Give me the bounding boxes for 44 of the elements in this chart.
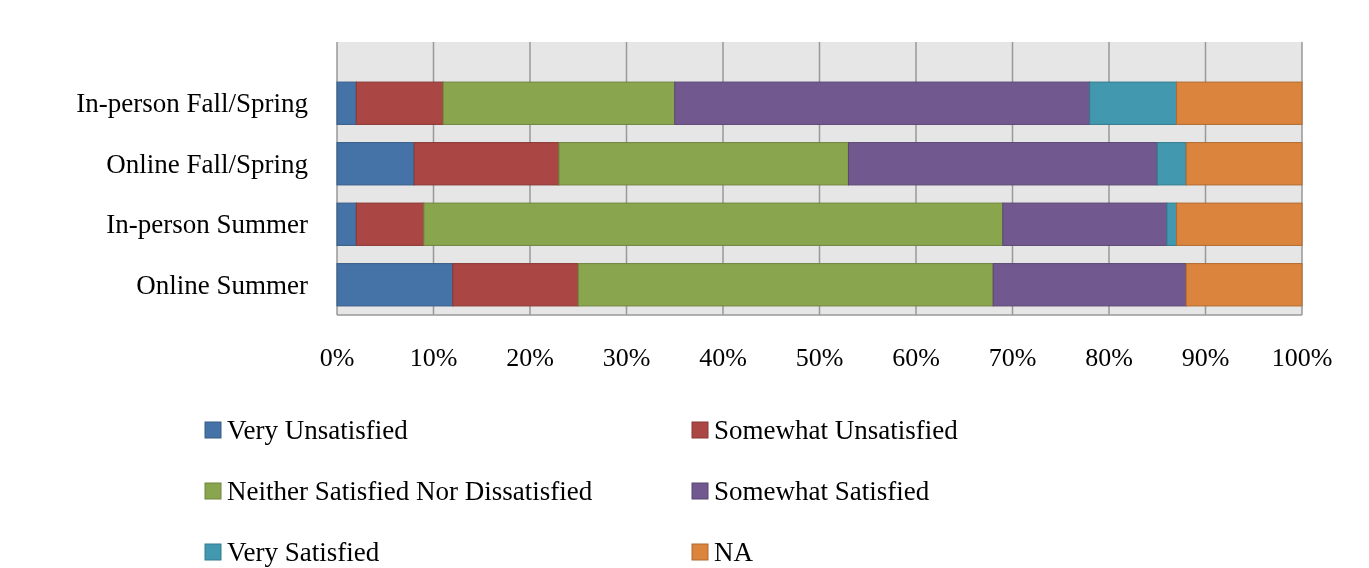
bar xyxy=(1166,202,1178,246)
x-tick-label: 60% xyxy=(892,342,940,372)
y-tick-label: Online Fall/Spring xyxy=(106,148,308,179)
legend-label: NA xyxy=(714,537,754,567)
bar xyxy=(423,202,1004,246)
bar xyxy=(355,81,444,125)
bar xyxy=(1185,142,1303,186)
x-tick-label: 20% xyxy=(506,342,554,372)
legend-label: Very Unsatisfied xyxy=(227,415,409,445)
bar xyxy=(1185,263,1303,307)
legend-label: Somewhat Unsatisfied xyxy=(714,415,959,445)
bar xyxy=(336,202,357,246)
bar xyxy=(674,81,1091,125)
bar xyxy=(1089,81,1178,125)
bar xyxy=(336,142,415,186)
bar xyxy=(336,263,454,307)
x-tick-label: 70% xyxy=(988,342,1037,372)
legend-label: Somewhat Satisfied xyxy=(714,476,930,506)
x-tick-label: 50% xyxy=(795,342,844,372)
x-tick-label: 10% xyxy=(409,342,458,372)
bar xyxy=(1156,142,1187,186)
bar xyxy=(992,263,1187,307)
bar xyxy=(413,142,560,186)
legend-label: Very Satisfied xyxy=(227,537,380,567)
bar xyxy=(577,263,994,307)
x-tick-label: 80% xyxy=(1085,342,1133,372)
bar xyxy=(336,81,357,125)
x-tick-label: 30% xyxy=(602,342,651,372)
y-tick-label: Online Summer xyxy=(136,269,308,300)
x-tick-label: 90% xyxy=(1181,342,1230,372)
y-tick-label: In-person Summer xyxy=(106,209,308,240)
bar xyxy=(452,263,579,307)
bar xyxy=(1176,81,1303,125)
legend-label: Neither Satisfied Nor Dissatisfied xyxy=(227,476,593,506)
bar xyxy=(558,142,849,186)
bar xyxy=(1002,202,1168,246)
bar xyxy=(847,142,1158,186)
y-tick-label: In-person Fall/Spring xyxy=(76,88,308,119)
bar xyxy=(442,81,676,125)
bar xyxy=(355,202,425,246)
bar xyxy=(1176,202,1303,246)
x-tick-label: 40% xyxy=(699,342,747,372)
x-tick-label: 100% xyxy=(1271,342,1333,372)
x-tick-label: 0% xyxy=(319,342,355,372)
